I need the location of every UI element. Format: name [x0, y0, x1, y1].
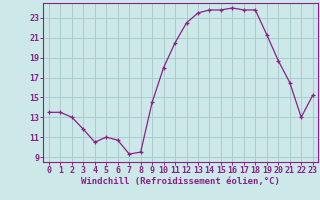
X-axis label: Windchill (Refroidissement éolien,°C): Windchill (Refroidissement éolien,°C)	[81, 177, 280, 186]
